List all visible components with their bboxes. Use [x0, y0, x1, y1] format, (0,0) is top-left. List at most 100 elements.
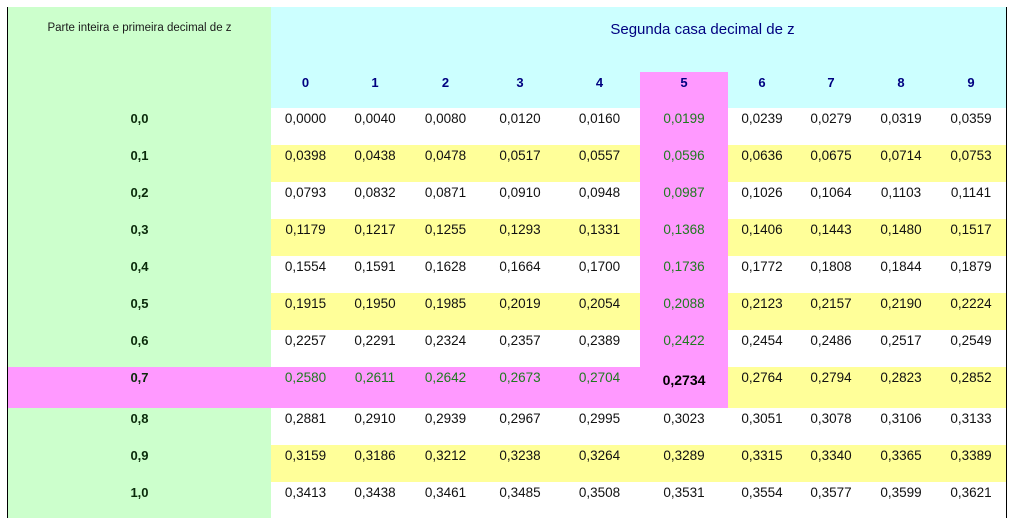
table-cell: 0,0160	[578, 111, 621, 126]
column-header-0: 0	[301, 75, 310, 90]
row-stripe	[271, 219, 1006, 256]
row-label: 0,7	[130, 370, 149, 385]
table-cell: 0,0675	[810, 148, 852, 163]
table-cell: 0,1772	[741, 259, 783, 274]
table-cell: 0,3508	[578, 485, 621, 500]
table-cell: 0,1406	[741, 222, 783, 237]
row-stripe	[271, 293, 1006, 330]
table-cell: 0,0948	[578, 185, 621, 200]
table-cell: 0,3078	[810, 411, 852, 426]
table-cell: 0,1517	[950, 222, 992, 237]
table-cell: 0,1628	[424, 259, 467, 274]
row-label: 0,3	[130, 222, 149, 237]
table-cell: 0,1255	[424, 222, 467, 237]
row-header-column	[8, 7, 271, 518]
table-cell: 0,2224	[950, 296, 992, 311]
table-cell: 0,3159	[284, 448, 327, 463]
table-cell: 0,0793	[284, 185, 327, 200]
table-cell: 0,0478	[424, 148, 467, 163]
table-cell: 0,1480	[880, 222, 922, 237]
table-cell: 0,1700	[578, 259, 621, 274]
table-cell: 0,2157	[810, 296, 852, 311]
table-cell: 0,3023	[663, 411, 705, 426]
table-cell: 0,3340	[810, 448, 852, 463]
table-cell: 0,2549	[950, 333, 992, 348]
table-cell: 0,0832	[354, 185, 396, 200]
table-cell: 0,2389	[578, 333, 621, 348]
table-cell: 0,1141	[950, 185, 992, 200]
row-label: 0,1	[130, 148, 149, 163]
table-cell: 0,3051	[741, 411, 783, 426]
column-header-band	[271, 7, 1006, 108]
table-cell: 0,1443	[810, 222, 852, 237]
table-cell: 0,2881	[284, 411, 327, 426]
table-cell: 0,1591	[354, 259, 396, 274]
table-cell: 0,0636	[741, 148, 783, 163]
table-cell: 0,0199	[663, 111, 705, 126]
table-cell: 0,1736	[663, 259, 705, 274]
column-header-3: 3	[516, 75, 524, 90]
column-header-title: Segunda casa decimal de z	[610, 21, 795, 38]
row-label: 1,0	[130, 485, 149, 500]
table-cell: 0,3599	[880, 485, 922, 500]
row-label: 0,4	[130, 259, 149, 274]
row-label: 0,5	[130, 296, 149, 311]
table-cell: 0,1331	[578, 222, 621, 237]
table-cell: 0,1217	[354, 222, 396, 237]
highlight-column	[640, 72, 728, 408]
table-cell: 0,3413	[284, 485, 327, 500]
table-cell: 0,1844	[880, 259, 922, 274]
row-label: 0,0	[130, 111, 149, 126]
column-header-6: 6	[758, 75, 766, 90]
table-cell: 0,2054	[578, 296, 621, 311]
table-cell: 0,0319	[880, 111, 922, 126]
table-cell: 0,0987	[663, 185, 705, 200]
table-cell: 0,0714	[880, 148, 922, 163]
table-cell: 0,3621	[950, 485, 992, 500]
table-cell: 0,2939	[424, 411, 467, 426]
table-cell: 0,0120	[499, 111, 541, 126]
column-header-7: 7	[827, 75, 835, 90]
table-cell: 0,1026	[741, 185, 783, 200]
table-cell: 0,2642	[424, 370, 467, 385]
column-header-2: 2	[441, 75, 450, 90]
table-cell: 0,0557	[578, 148, 621, 163]
table-cell: 0,2291	[354, 333, 396, 348]
table-cell: 0,2704	[578, 370, 621, 385]
table-cell: 0,1064	[810, 185, 852, 200]
table-cell: 0,0080	[424, 111, 467, 126]
column-header-4: 4	[595, 75, 604, 90]
table-cell: 0,1179	[285, 222, 326, 237]
table-cell: 0,2357	[499, 333, 541, 348]
table-cell: 0,3438	[354, 485, 396, 500]
table-cell: 0,3238	[499, 448, 541, 463]
table-cell: 0,1950	[354, 296, 396, 311]
table-cell: 0,1664	[499, 259, 541, 274]
table-cell: 0,1915	[284, 296, 327, 311]
table-cell: 0,0910	[499, 185, 541, 200]
row-label: 0,8	[130, 411, 149, 426]
table-cell: 0,3531	[663, 485, 705, 500]
table-cell: 0,3106	[880, 411, 922, 426]
table-cell: 0,2794	[810, 370, 852, 385]
table-cell: 0,2673	[499, 370, 541, 385]
table-cell: 0,0000	[284, 111, 327, 126]
table-cell: 0,2324	[424, 333, 467, 348]
table-cell: 0,0040	[354, 111, 396, 126]
table-cell: 0,3389	[950, 448, 992, 463]
table-cell: 0,1808	[810, 259, 852, 274]
table-cell: 0,2190	[880, 296, 922, 311]
row-stripe	[271, 145, 1006, 182]
table-cell: 0,2454	[741, 333, 783, 348]
table-cell: 0,0753	[950, 148, 992, 163]
table-cell: 0,2580	[284, 370, 327, 385]
table-cell: 0,3133	[950, 411, 992, 426]
table-cell: 0,2422	[663, 333, 705, 348]
table-cell: 0,0596	[663, 148, 705, 163]
table-cell: 0,1103	[880, 185, 922, 200]
table-cell: 0,2486	[810, 333, 852, 348]
highlighted-cell: 0,2734	[662, 372, 706, 388]
table-cell: 0,2517	[880, 333, 922, 348]
table-cell: 0,1879	[950, 259, 992, 274]
column-header-8: 8	[897, 75, 905, 90]
